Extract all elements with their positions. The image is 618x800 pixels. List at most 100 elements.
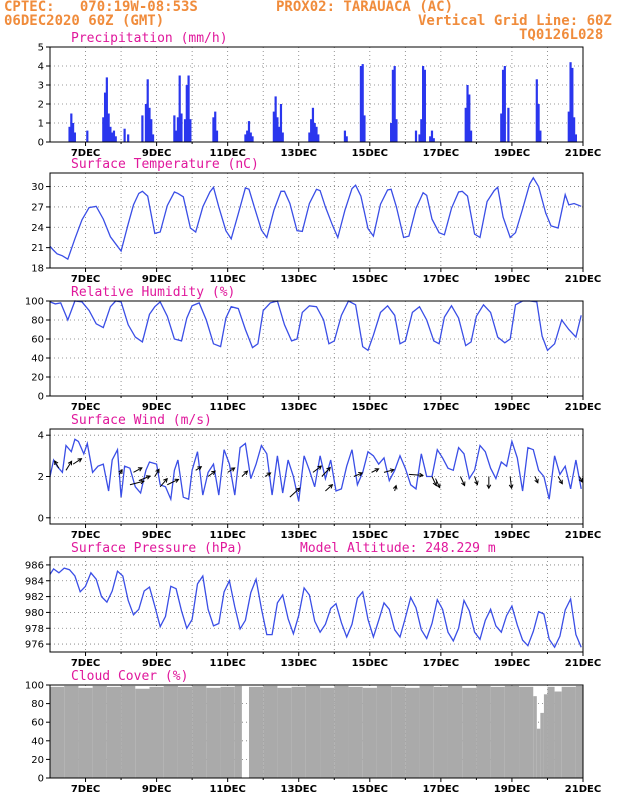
precip-bar xyxy=(178,75,181,142)
wind-arrow xyxy=(195,466,202,471)
cloud-bar xyxy=(92,685,107,778)
wind-arrow-head xyxy=(137,467,143,472)
panel-title: Cloud Cover (%) xyxy=(71,669,188,684)
x-tick-label: 13DEC xyxy=(281,784,317,795)
wind-arrow-head xyxy=(295,487,301,493)
precip-bar xyxy=(141,115,144,142)
precip-bar xyxy=(127,134,130,142)
cloud-bar xyxy=(135,688,150,778)
cloud-bar xyxy=(547,686,555,778)
y-tick-label: 21 xyxy=(31,243,44,254)
precip-bar xyxy=(212,117,215,142)
x-tick-label: 7DEC xyxy=(71,658,100,669)
wind-arrow xyxy=(431,476,437,486)
wind-arrow xyxy=(72,458,82,465)
precip-bar xyxy=(183,119,187,142)
y-tick-label: 1 xyxy=(38,119,44,130)
y-tick-label: 978 xyxy=(25,624,44,635)
cloud-bar xyxy=(177,686,193,778)
precip-bar xyxy=(86,130,89,142)
precip-bar xyxy=(345,136,348,142)
precip-bar xyxy=(175,130,178,142)
wind-arrow xyxy=(129,480,145,486)
panel-temp: 18 21 24 27 30 7DEC 9DEC 11DEC 13DEC 15DEC 17DEC 19… xyxy=(31,157,601,285)
precip-bar xyxy=(500,113,503,142)
precip-bar xyxy=(189,119,192,142)
cloud-bar xyxy=(561,686,576,778)
x-tick-label: 7DEC xyxy=(71,148,100,159)
cloud-bar xyxy=(476,685,491,778)
x-tick-label: 13DEC xyxy=(281,274,317,285)
wind-arrow xyxy=(154,469,160,477)
wind-arrow xyxy=(459,476,466,486)
precip-bar xyxy=(310,119,313,142)
precip-bar xyxy=(569,62,572,143)
x-tick-label: 19DEC xyxy=(494,530,530,541)
precip-bar xyxy=(393,66,396,142)
wind-arrow xyxy=(509,476,513,489)
wind-arrow xyxy=(353,472,363,477)
precip-bar xyxy=(573,117,576,142)
cloud-bar xyxy=(263,685,278,778)
x-tick-label: 9DEC xyxy=(142,402,171,413)
precip-bar xyxy=(107,113,110,142)
cloud-bar xyxy=(540,712,544,778)
y-tick-label: 3 xyxy=(38,81,44,92)
precip-bar xyxy=(537,104,540,142)
precip-bar xyxy=(423,69,426,142)
precip-bar xyxy=(395,119,398,142)
x-tick-label: 19DEC xyxy=(494,402,530,413)
x-tick-label: 9DEC xyxy=(142,530,171,541)
precip-bar xyxy=(279,104,283,142)
x-tick-label: 7DEC xyxy=(71,402,100,413)
wind-arrow xyxy=(133,467,143,473)
y-tick-label: 5 xyxy=(38,43,44,54)
precip-bar xyxy=(281,132,284,142)
panel-rh: 0 20 40 60 80 100 7DEC 9DEC 11DEC 13DEC 15DEC 17DEC… xyxy=(25,285,601,413)
x-tick-label: 17DEC xyxy=(423,274,459,285)
panel-frame xyxy=(49,172,584,269)
wind-arrow-head xyxy=(486,484,492,490)
x-tick-label: 21DEC xyxy=(565,402,601,413)
precip-bar xyxy=(249,132,252,142)
x-tick-label: 9DEC xyxy=(142,784,171,795)
cloud-bar xyxy=(78,687,93,778)
cloud-bar xyxy=(334,685,349,778)
cloud-bar xyxy=(462,687,477,778)
precip-bar xyxy=(123,128,126,142)
precip-bar xyxy=(539,130,542,142)
precip-bar xyxy=(185,85,188,142)
precip-bar xyxy=(313,123,316,142)
precip-bar xyxy=(503,66,506,142)
wind-arrow-head xyxy=(436,483,441,489)
y-tick-label: 60 xyxy=(31,335,44,346)
precip-bar xyxy=(274,96,277,142)
cloud-bar xyxy=(234,685,242,778)
cloud-bar xyxy=(433,686,448,778)
x-tick-label: 11DEC xyxy=(209,148,245,159)
cloud-bar xyxy=(504,685,520,778)
precip-bar xyxy=(469,130,473,142)
cloud-bar xyxy=(554,691,562,778)
x-tick-label: 11DEC xyxy=(209,784,245,795)
precip-bar xyxy=(244,134,247,142)
cloud-bar xyxy=(543,694,548,778)
x-tick-label: 17DEC xyxy=(423,784,459,795)
y-tick-label: 980 xyxy=(25,608,44,619)
precip-bar xyxy=(501,69,505,142)
wind-arrow-head xyxy=(432,481,437,487)
precip-bar xyxy=(187,75,190,142)
precip-bar xyxy=(571,67,574,142)
wind-arrow-head xyxy=(389,468,395,473)
wind-arrow-head xyxy=(392,484,398,490)
x-tick-label: 15DEC xyxy=(352,658,388,669)
precip-bar xyxy=(308,132,311,142)
cloud-bar xyxy=(106,686,122,778)
y-tick-label: 984 xyxy=(25,576,44,587)
x-tick-label: 9DEC xyxy=(142,148,171,159)
y-tick-label: 4 xyxy=(38,62,44,73)
cloud-bar xyxy=(291,686,306,778)
x-tick-label: 17DEC xyxy=(423,658,459,669)
y-tick-label: 27 xyxy=(31,202,44,213)
cloud-bar xyxy=(220,686,235,778)
